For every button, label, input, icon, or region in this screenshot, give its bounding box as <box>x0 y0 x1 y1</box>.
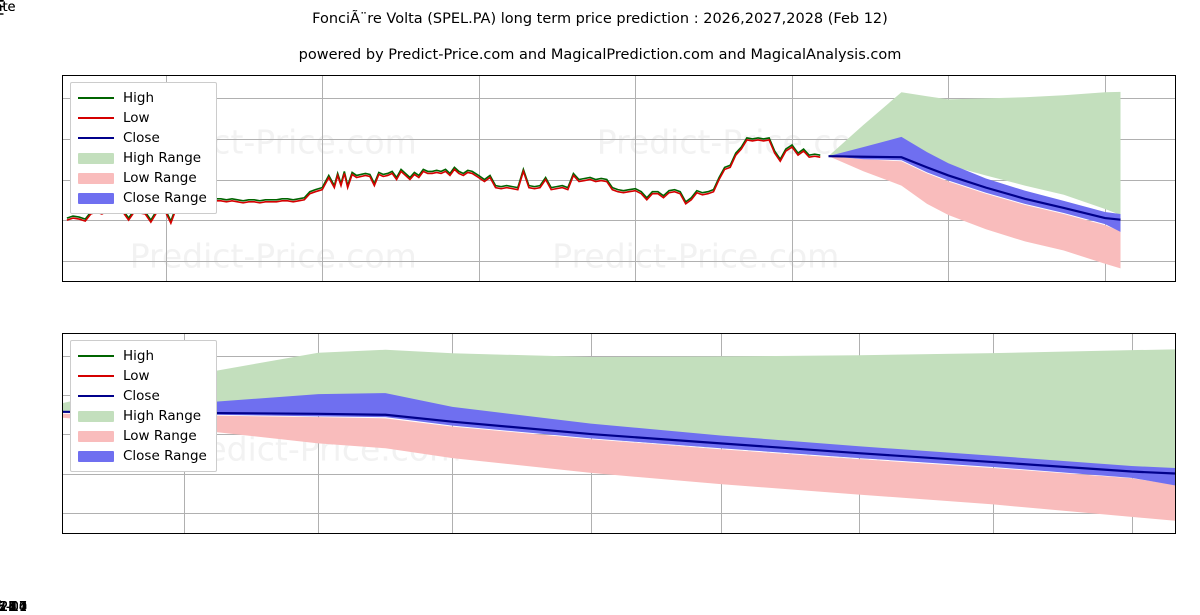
page-title: FonciÃ¨re Volta (SPEL.PA) long term pric… <box>312 11 888 27</box>
legend-label: High <box>123 90 155 106</box>
gridline-horizontal <box>63 138 1175 140</box>
legend-item[interactable]: High Range <box>78 406 207 426</box>
legend-label: Low Range <box>123 170 197 186</box>
gridline-vertical <box>322 76 324 281</box>
legend-item[interactable]: Low Range <box>78 168 207 188</box>
close-forecast-line <box>828 155 1121 221</box>
legend-swatch-low-range-icon <box>78 430 114 442</box>
page-subtitle: powered by Predict-Price.com and Magical… <box>298 47 902 63</box>
low-range-band <box>828 156 1121 269</box>
close-range-band <box>63 393 1175 486</box>
gridline-horizontal <box>63 98 1175 100</box>
high-range-band <box>63 349 1175 472</box>
chart-data-layer <box>66 91 1121 269</box>
x-tick-mark <box>0 600 1 604</box>
legend-item[interactable]: Close Range <box>78 446 207 466</box>
legend-swatch-close-range-icon <box>78 450 114 462</box>
low-range-band <box>63 413 1175 521</box>
legend-item[interactable]: High Range <box>78 148 207 168</box>
legend-item[interactable]: High <box>78 88 207 108</box>
legend-swatch-close-icon <box>78 132 114 144</box>
chart-figure: FonciÃ¨re Volta (SPEL.PA) long term pric… <box>0 0 1200 600</box>
high-range-band <box>828 91 1121 216</box>
legend-label: Close <box>123 388 160 404</box>
legend-swatch-low-icon <box>78 370 114 382</box>
legend-label: High <box>123 348 155 364</box>
gridline-vertical <box>635 76 637 281</box>
legend-item[interactable]: Close Range <box>78 188 207 208</box>
chart-legend[interactable]: High Low Close High Range Low Range Close Ran… <box>70 340 217 472</box>
legend-swatch-high-icon <box>78 92 114 104</box>
gridline-horizontal <box>63 355 1175 357</box>
legend-swatch-close-icon <box>78 390 114 402</box>
legend-swatch-high-range-icon <box>78 152 114 164</box>
legend-label: Close Range <box>123 190 207 206</box>
chart-data-layer <box>63 349 1175 521</box>
legend-label: Low <box>123 110 150 126</box>
legend-label: High Range <box>123 150 202 166</box>
legend-swatch-high-icon <box>78 350 114 362</box>
legend-swatch-high-range-icon <box>78 410 114 422</box>
legend-label: High Range <box>123 408 202 424</box>
gridline-horizontal <box>63 260 1175 262</box>
legend-item[interactable]: Close <box>78 128 207 148</box>
legend-label: Low Range <box>123 428 197 444</box>
legend-swatch-close-range-icon <box>78 192 114 204</box>
y-tick-mark <box>0 0 4 1</box>
legend-label: Close Range <box>123 448 207 464</box>
gridline-horizontal <box>63 179 1175 181</box>
legend-item[interactable]: Close <box>78 386 207 406</box>
legend-swatch-low-icon <box>78 112 114 124</box>
close-forecast-line <box>63 410 1175 475</box>
bottom-x-axis-label: Date <box>0 0 16 15</box>
legend-item[interactable]: Low <box>78 108 207 128</box>
gridline-horizontal <box>63 513 1175 515</box>
legend-label: Low <box>123 368 150 384</box>
gridline-vertical <box>792 76 794 281</box>
legend-swatch-low-range-icon <box>78 172 114 184</box>
top-x-axis-label: Date <box>0 0 16 15</box>
legend-item[interactable]: Low Range <box>78 426 207 446</box>
gridline-horizontal <box>63 220 1175 222</box>
chart-legend[interactable]: High Low Close High Range Low Range Close Ran… <box>70 82 217 214</box>
legend-item[interactable]: High <box>78 346 207 366</box>
legend-item[interactable]: Low <box>78 366 207 386</box>
legend-label: Close <box>123 130 160 146</box>
chart-top-axes: Predict-Price.com Predict-Price.com Predic… <box>62 75 1176 282</box>
x-tick-label: 2028-01 <box>0 600 28 615</box>
